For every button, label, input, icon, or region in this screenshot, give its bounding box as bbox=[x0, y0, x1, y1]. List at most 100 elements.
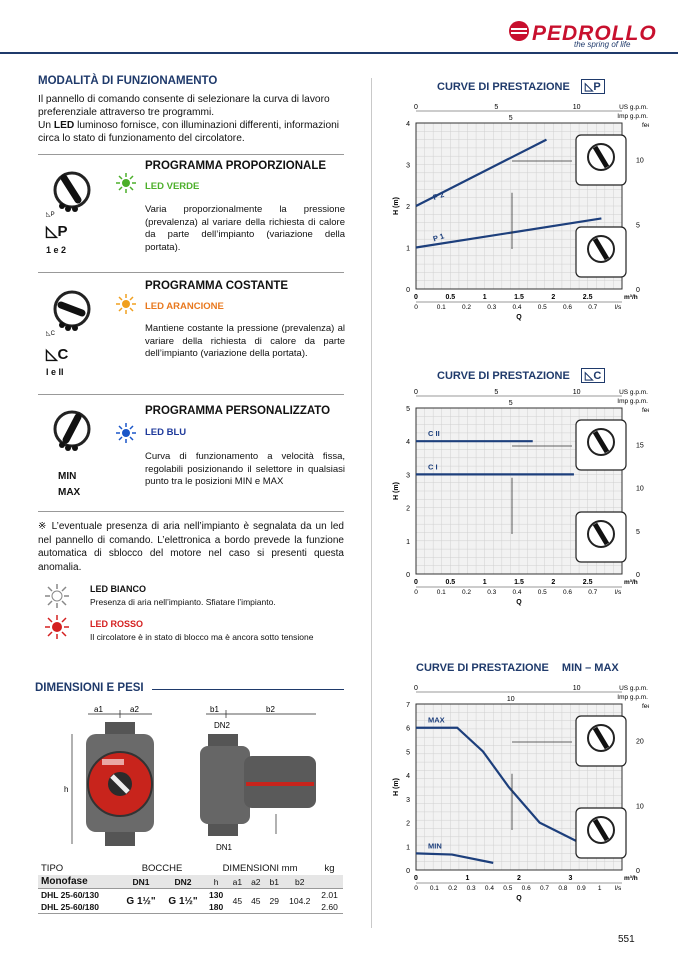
program-1-led: LED VERDE bbox=[145, 181, 200, 192]
dimensions-rule bbox=[152, 689, 344, 690]
imp-tick-label: 10 bbox=[507, 696, 515, 703]
y-tick-label: 1 bbox=[406, 539, 410, 546]
dim-dn2: DN2 bbox=[214, 721, 231, 730]
y-tick-label: 5 bbox=[406, 406, 410, 413]
chart-c-title: CURVE DI PRESTAZIONE ◺C bbox=[437, 368, 606, 383]
y-tick-label: 3 bbox=[406, 472, 410, 479]
ls-tick-label: 0.2 bbox=[462, 589, 471, 596]
ft-tick-label: 5 bbox=[636, 529, 640, 536]
x-tick-label: 1.5 bbox=[514, 579, 524, 586]
dial-inset-pointer bbox=[592, 818, 610, 842]
column-divider bbox=[371, 78, 372, 928]
intro-line-1: Il pannello di comando consente di selez… bbox=[38, 94, 330, 118]
y-tick-label: 2 bbox=[406, 821, 410, 828]
y-tick-label: 4 bbox=[406, 773, 410, 780]
us-tick-label: 5 bbox=[494, 104, 498, 111]
y-tick-label: 0 bbox=[406, 572, 410, 579]
program-1-desc: Varia proporzionalmente la pressione (pr… bbox=[145, 204, 345, 253]
dial-inset-pointer bbox=[592, 145, 610, 169]
cell-kg: 2.60 bbox=[321, 902, 338, 912]
x-unit-label: m³/h bbox=[624, 875, 638, 882]
ls-tick-label: 0.1 bbox=[437, 304, 446, 311]
ls-tick-label: 0.8 bbox=[558, 885, 567, 892]
ls-tick-label: 0.7 bbox=[588, 589, 597, 596]
ft-tick-label: 0 bbox=[636, 287, 640, 294]
led-white-title: LED BIANCO bbox=[90, 584, 146, 594]
y-tick-label: 6 bbox=[406, 726, 410, 733]
program-2-desc: Mantiene costante la pressione (prevalen… bbox=[145, 323, 345, 360]
symbol-p-icon: ◺P bbox=[46, 223, 68, 240]
x-unit-label: m³/h bbox=[624, 294, 638, 301]
dial-inset-pointer bbox=[592, 430, 610, 454]
ls-tick-label: l/s bbox=[615, 885, 622, 892]
led-red-desc: Il circolatore è in stato di blocco ma è… bbox=[90, 632, 314, 642]
x-tick-label: 2.5 bbox=[583, 294, 593, 301]
x-tick-label: 1 bbox=[466, 875, 470, 882]
cell-h: 180 bbox=[208, 902, 224, 912]
x-tick-label: 2 bbox=[551, 294, 555, 301]
ls-tick-label: 0 bbox=[414, 885, 418, 892]
us-unit-label: US g.p.m. bbox=[619, 389, 648, 396]
plot-frame bbox=[415, 703, 623, 871]
dim-a2: a2 bbox=[130, 705, 139, 714]
th-a2: a2 bbox=[251, 876, 261, 887]
dial-inset-icon bbox=[575, 419, 627, 471]
symbol-c-icon: ◺C bbox=[46, 346, 69, 363]
th-a1: a1 bbox=[232, 876, 243, 887]
y-tick-label: 2 bbox=[406, 506, 410, 513]
dial-inset-pointer bbox=[592, 726, 610, 750]
led-green-icon bbox=[115, 172, 137, 199]
cell-h: 130 bbox=[208, 890, 224, 900]
led-orange-icon bbox=[115, 293, 137, 320]
imp-tick-label: 5 bbox=[509, 400, 513, 407]
ls-tick-label: 0.5 bbox=[503, 885, 512, 892]
y-tick-label: 5 bbox=[406, 749, 410, 756]
svg-text:◺C: ◺C bbox=[46, 331, 56, 337]
y-tick-label: 1 bbox=[406, 844, 410, 851]
svg-text:◺P: ◺P bbox=[46, 212, 55, 218]
y-tick-label: 3 bbox=[406, 797, 410, 804]
x-tick-label: 0 bbox=[414, 579, 418, 586]
dimensions-table: TIPO BOCCHE DIMENSIONI mm kg Monofase DN… bbox=[38, 862, 343, 914]
ft-tick-label: 20 bbox=[636, 739, 644, 746]
x-tick-label: 3 bbox=[569, 875, 573, 882]
x-axis-label: Q bbox=[516, 314, 522, 321]
led-red-title: LED ROSSO bbox=[90, 619, 144, 629]
pump-front-drawing: a1 a2 h bbox=[60, 704, 172, 859]
dial-inset-pointer bbox=[592, 522, 610, 546]
ls-tick-label: 0.1 bbox=[430, 885, 439, 892]
y-axis-label: H (m) bbox=[393, 778, 400, 796]
ls-tick-label: 0.2 bbox=[462, 304, 471, 311]
series-line bbox=[415, 217, 602, 249]
symbol-max: MAX bbox=[58, 487, 81, 498]
th-dimensioni: DIMENSIONI mm bbox=[222, 863, 298, 874]
ft-tick-label: 10 bbox=[636, 486, 644, 493]
chart-mm-title: CURVE DI PRESTAZIONE MIN – MAX bbox=[416, 662, 619, 674]
dial-inset-icon bbox=[575, 715, 627, 767]
ls-tick-label: 0.1 bbox=[437, 589, 446, 596]
y-tick-label: 0 bbox=[406, 868, 410, 875]
ls-tick-label: l/s bbox=[615, 304, 622, 311]
ls-tick-label: 1 bbox=[598, 885, 602, 892]
ls-tick-label: 0 bbox=[414, 304, 418, 311]
cell-b2: 104.2 bbox=[289, 896, 311, 906]
ls-tick-label: 0.3 bbox=[487, 589, 496, 596]
dim-h: h bbox=[64, 785, 68, 794]
ls-tick-label: 0.6 bbox=[563, 589, 572, 596]
led-red-icon bbox=[44, 614, 70, 645]
row-model: DHL 25-60/130 bbox=[41, 890, 99, 900]
imp-unit-label: Imp g.p.m. bbox=[617, 113, 648, 120]
program-3-desc: Curva di funzionamento a velocità fissa,… bbox=[145, 451, 345, 488]
x-tick-label: 0 bbox=[414, 294, 418, 301]
dial-constant-icon: ◺C bbox=[44, 285, 100, 342]
feet-unit-label: feet bbox=[642, 122, 649, 129]
led-white-icon bbox=[44, 583, 70, 614]
pedrollo-logo-icon bbox=[508, 20, 530, 47]
x-tick-label: 1.5 bbox=[514, 294, 524, 301]
ft-tick-label: 0 bbox=[636, 868, 640, 875]
series-label: P 2 bbox=[432, 190, 445, 202]
y-axis-label: H (m) bbox=[393, 197, 400, 215]
ls-tick-label: 0.5 bbox=[538, 304, 547, 311]
dimensions-title: DIMENSIONI E PESI bbox=[35, 682, 144, 694]
cell-kg: 2.01 bbox=[321, 890, 338, 900]
